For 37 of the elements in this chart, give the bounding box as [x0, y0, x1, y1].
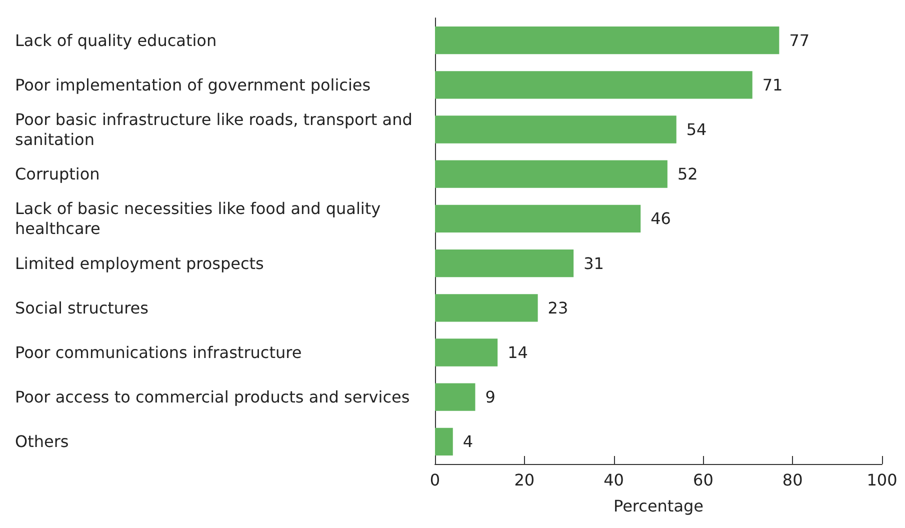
data-label: 14 — [508, 343, 528, 362]
bar — [435, 338, 498, 366]
y-tick-label: Lack of basic necessities like food and quality healthcare — [15, 199, 386, 238]
data-label: 23 — [548, 298, 568, 318]
y-tick-label: Others — [15, 432, 69, 452]
y-tick-label: Social structures — [15, 298, 148, 318]
data-label: 9 — [485, 388, 496, 407]
data-label: 4 — [462, 432, 474, 452]
data-label: 46 — [650, 209, 671, 228]
x-tick-label: 20 — [514, 470, 535, 490]
bar — [435, 116, 676, 144]
y-tick-label: Limited employment prospects — [15, 254, 264, 273]
x-tick-label: 60 — [693, 470, 714, 490]
bar — [435, 383, 476, 411]
x-axis-title: Percentage — [613, 496, 704, 516]
x-tick-label: 0 — [430, 470, 440, 490]
data-label: 31 — [584, 254, 604, 273]
bar — [435, 204, 641, 233]
data-label: 54 — [686, 120, 707, 139]
y-tick-label: Poor communications infrastructure — [15, 343, 302, 362]
x-tick-label: 80 — [782, 470, 803, 490]
y-tick-label: Poor basic infrastructure like roads, transport and sanitation — [15, 110, 418, 149]
bar — [435, 26, 780, 54]
bar — [435, 160, 668, 188]
bar — [435, 428, 453, 456]
bar — [435, 249, 574, 278]
y-tick-label: Corruption — [15, 164, 100, 184]
bar — [435, 71, 752, 99]
x-tick-label: 40 — [604, 470, 624, 490]
bar — [435, 294, 538, 322]
x-tick-label: 100 — [866, 470, 898, 490]
y-tick-label: Lack of quality education — [15, 30, 217, 50]
y-tick-label: Poor implementation of government policies — [15, 75, 371, 94]
data-label: 71 — [762, 75, 783, 94]
y-tick-label: Poor access to commercial products and services — [15, 388, 410, 407]
data-label: 77 — [789, 30, 810, 50]
data-label: 52 — [677, 164, 698, 184]
